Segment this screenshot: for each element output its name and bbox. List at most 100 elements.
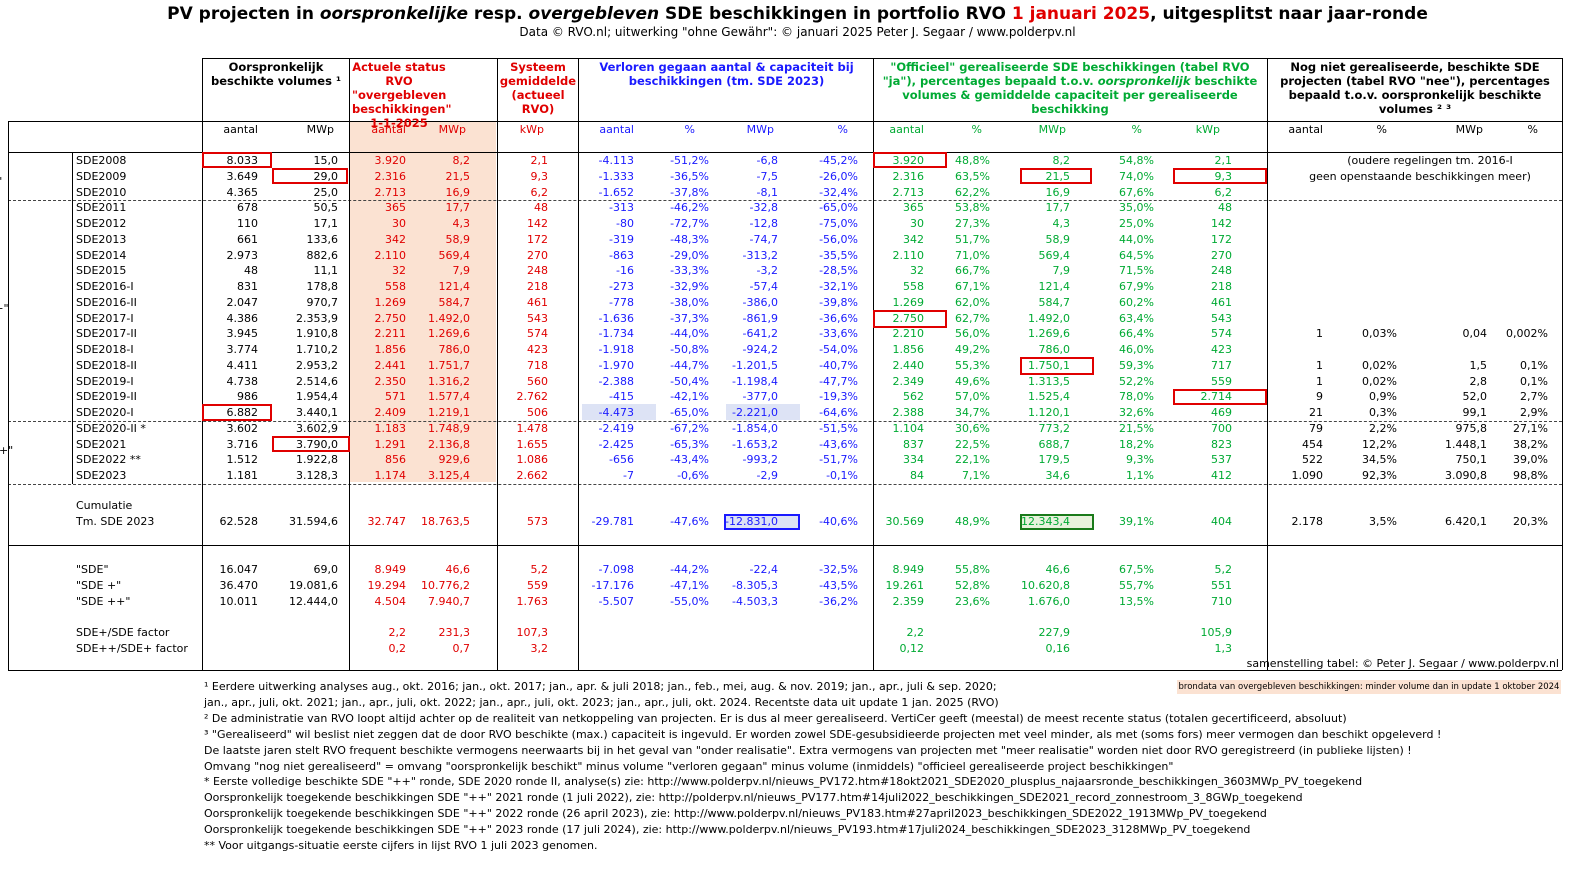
- table-cell: -273: [609, 280, 634, 293]
- highlight-box: [1173, 168, 1267, 184]
- cumulative-cell: 39,1%: [1119, 515, 1154, 528]
- table-cell: 121,4: [1038, 280, 1071, 293]
- subheader-17: %: [1527, 123, 1538, 136]
- table-cell: 6,2: [1214, 186, 1233, 199]
- table-cell: 50,5: [313, 201, 339, 214]
- summary-cell: 13,5%: [1119, 595, 1154, 608]
- summary-cell: 4.504: [374, 595, 407, 608]
- table-cell: 2.750: [892, 312, 925, 325]
- table-cell: 0,03%: [1362, 327, 1397, 340]
- table-cell: 3.920: [892, 154, 925, 167]
- highlight-box: [1020, 168, 1092, 184]
- cumulative-cell: 573: [527, 515, 548, 528]
- summary-cell: -7.098: [598, 563, 634, 576]
- table-cell: 454: [1302, 438, 1323, 451]
- table-cell: -80: [616, 217, 634, 230]
- table-cell: 25,0: [313, 186, 339, 199]
- table-cell: 365: [385, 201, 406, 214]
- table-cell: -2,9: [756, 469, 778, 482]
- table-cell: -50,4%: [670, 375, 709, 388]
- shade-lost-2020: [726, 404, 800, 420]
- summary-cell: 1.763: [516, 595, 549, 608]
- table-cell: -50,8%: [670, 343, 709, 356]
- summary-cell: -47,1%: [670, 579, 709, 592]
- table-cell: -0,1%: [826, 469, 858, 482]
- factor-cell: 0,7: [452, 642, 471, 655]
- table-cell: -45,2%: [819, 154, 858, 167]
- summary-cell: 55,8%: [955, 563, 990, 576]
- header-lost: Verloren gegaan aantal & capaciteit bij …: [599, 60, 854, 88]
- summary-label: "SDE": [76, 563, 109, 576]
- table-cell: 2.047: [226, 296, 259, 309]
- table-cell: 6,2: [530, 186, 549, 199]
- subheader-8: %: [837, 123, 848, 136]
- table-cell: -65,0%: [670, 406, 709, 419]
- table-cell: 248: [527, 264, 548, 277]
- footnote-line: Oorspronkelijk toegekende beschikkingen …: [204, 791, 1303, 805]
- subheader-16: MWp: [1455, 123, 1483, 136]
- table-cell: 334: [903, 453, 924, 466]
- table-cell: -1.970: [598, 359, 634, 372]
- summary-cell: 19.294: [367, 579, 407, 592]
- highlight-box: [1020, 357, 1094, 375]
- summary-cell: -4.503,3: [732, 595, 778, 608]
- table-cell: -32,9%: [670, 280, 709, 293]
- subheader-7: MWp: [746, 123, 774, 136]
- table-cell: 64,5%: [1119, 249, 1154, 262]
- table-cell: -2.419: [598, 422, 634, 435]
- table-cell: 773,2: [1038, 422, 1071, 435]
- table-cell: 558: [903, 280, 924, 293]
- table-cell: 4,3: [452, 217, 471, 230]
- table-cell: 2.409: [374, 406, 407, 419]
- page-title: PV projecten in oorspronkelijke resp. ov…: [167, 4, 1428, 24]
- subheader-2: aantal: [371, 123, 406, 136]
- table-cell: -38,0%: [670, 296, 709, 309]
- table-cell: -0,6%: [677, 469, 709, 482]
- table-cell: 7,9: [452, 264, 471, 277]
- cumulative-cell: 48,9%: [955, 515, 990, 528]
- shade-lost-2020: [582, 404, 656, 420]
- table-cell: 12,2%: [1362, 438, 1397, 451]
- table-cell: 584,7: [438, 296, 471, 309]
- table-cell: 62,7%: [955, 312, 990, 325]
- table-cell: 27,3%: [955, 217, 990, 230]
- table-cell: 1.269,6: [428, 327, 470, 340]
- table-cell: 423: [527, 343, 548, 356]
- summary-cell: 52,8%: [955, 579, 990, 592]
- table-cell: -36,5%: [670, 170, 709, 183]
- row-label: SDE2017-II: [76, 327, 137, 340]
- table-cell: 2.210: [892, 327, 925, 340]
- table-cell: 537: [1211, 453, 1232, 466]
- subheader-0: aantal: [223, 123, 258, 136]
- table-cell: 1,5: [1469, 359, 1488, 372]
- table-cell: 133,6: [306, 233, 339, 246]
- table-cell: -16: [616, 264, 634, 277]
- table-cell: 574: [527, 327, 548, 340]
- table-cell: -32,4%: [819, 186, 858, 199]
- table-cell: 3.790,0: [296, 438, 338, 451]
- table-cell: -778: [609, 296, 634, 309]
- table-cell: 60,2%: [1119, 296, 1154, 309]
- table-cell: 98,8%: [1513, 469, 1548, 482]
- table-cell: 58,9: [445, 233, 471, 246]
- footnote-line: Omvang "nog niet gerealiseerd" = omvang …: [204, 759, 1174, 773]
- table-cell: 2.316: [892, 170, 925, 183]
- summary-cell: 46,6: [1045, 563, 1071, 576]
- table-cell: 1.492,0: [428, 312, 470, 325]
- table-cell: 32: [910, 264, 924, 277]
- table-cell: -313,2: [742, 249, 778, 262]
- table-cell: -67,2%: [670, 422, 709, 435]
- factor-cell: 0,16: [1045, 642, 1071, 655]
- table-cell: 882,6: [306, 249, 339, 262]
- old-schemes-note-1: (oudere regelingen tm. 2016-I: [1347, 154, 1513, 167]
- row-label: SDE2019-I: [76, 375, 134, 388]
- table-cell: 30,6%: [955, 422, 990, 435]
- credit: samenstelling tabel: © Peter J. Segaar /…: [1246, 657, 1559, 670]
- table-cell: 34,6: [1045, 469, 1071, 482]
- table-cell: 32,6%: [1119, 406, 1154, 419]
- table-cell: -319: [609, 233, 634, 246]
- table-cell: 63,4%: [1119, 312, 1154, 325]
- summary-cell: 69,0: [313, 563, 339, 576]
- table-cell: -37,3%: [670, 312, 709, 325]
- table-cell: -1.333: [598, 170, 634, 183]
